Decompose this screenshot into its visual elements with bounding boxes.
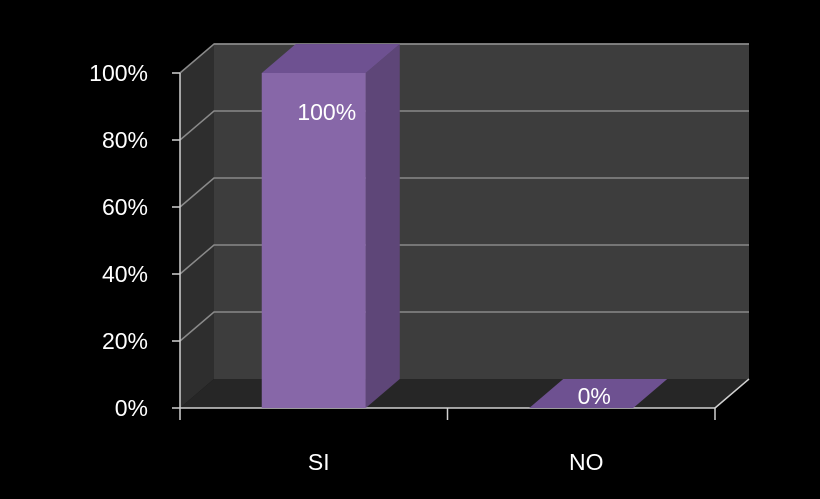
bar-si (261, 44, 400, 408)
data-label: 0% (578, 383, 611, 409)
x-tick-label: NO (569, 449, 604, 475)
y-tick-label: 80% (102, 127, 148, 153)
gridline (179, 244, 749, 275)
bars (261, 44, 668, 408)
bar-top (261, 44, 400, 73)
gridline (179, 311, 749, 342)
y-tick-label: 40% (102, 261, 148, 287)
bar-front (261, 73, 366, 408)
gridline (179, 110, 749, 141)
x-tick-label: SI (308, 449, 330, 475)
labels: 0% 20% 40% 60% 80% 100% 100% SI 0% NO (89, 60, 611, 475)
y-tick-label: 60% (102, 194, 148, 220)
side-wall (180, 44, 214, 408)
y-tick-label: 100% (89, 60, 148, 86)
y-tick-label: 20% (102, 328, 148, 354)
data-label: 100% (297, 99, 356, 125)
x-axis-depth-line (714, 378, 750, 409)
bar-top (529, 379, 668, 408)
gridline (179, 177, 749, 208)
bar-side (365, 44, 400, 408)
bar-no (529, 379, 668, 408)
y-tick-label: 0% (115, 395, 148, 421)
